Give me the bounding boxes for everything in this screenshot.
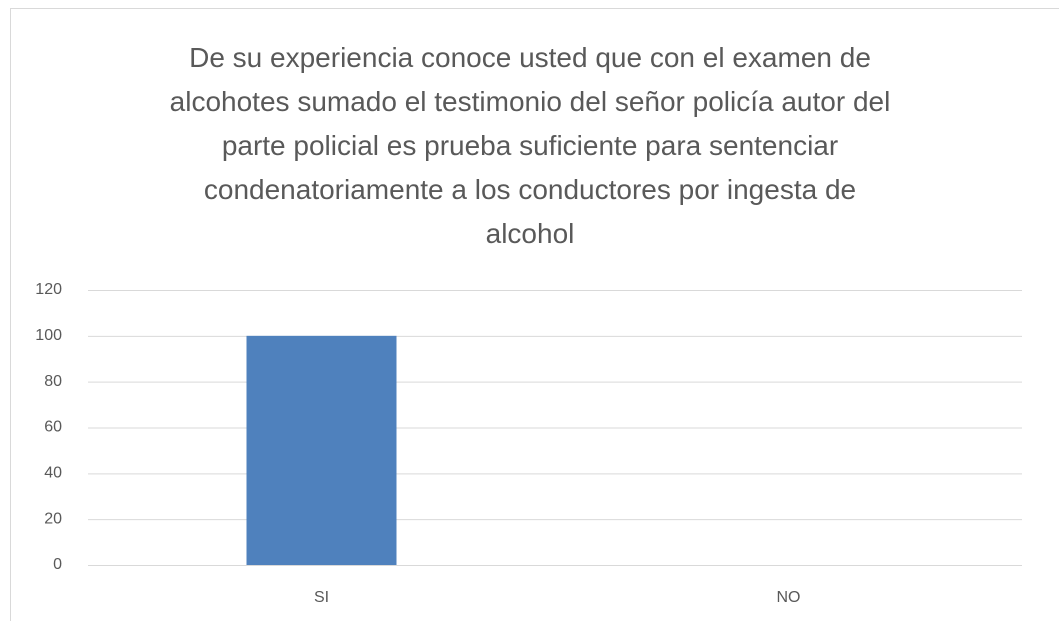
chart-border — [10, 8, 1059, 621]
y-tick-label: 120 — [35, 281, 62, 298]
y-tick-label: 100 — [35, 327, 62, 344]
chart-title: De su experiencia conoce usted que con e… — [169, 42, 891, 249]
y-tick-label: 40 — [44, 465, 62, 482]
bar — [246, 335, 397, 565]
x-tick-label: SI — [314, 589, 329, 606]
y-tick-label: 60 — [44, 419, 62, 436]
y-tick-label: 80 — [44, 373, 62, 390]
y-tick-label: 0 — [53, 556, 62, 573]
x-tick-label: NO — [777, 589, 801, 606]
y-tick-label: 20 — [44, 510, 62, 527]
